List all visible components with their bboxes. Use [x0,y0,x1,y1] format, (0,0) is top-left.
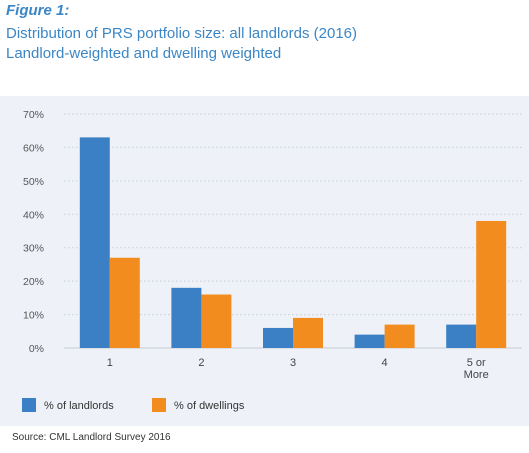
y-tick-label: 60% [23,142,44,154]
y-tick-label: 40% [23,209,44,221]
y-tick-label: 50% [23,176,44,188]
figure-label: Figure 1: [6,2,70,19]
source-note: Source: CML Landlord Survey 2016 [12,432,171,443]
legend-swatch-landlords [22,398,36,412]
y-tick-label: 20% [23,276,44,288]
bar-dwellings [476,220,507,348]
y-tick-label: 10% [23,310,44,322]
bar-landlords [354,334,385,348]
bar-dwellings [384,324,415,348]
y-tick-label: 30% [23,243,44,255]
bar-landlords [263,327,293,348]
chart-title: Distribution of PRS portfolio size: all … [6,24,357,64]
x-tick-label: 2 [198,357,204,369]
y-tick-label: 70% [23,109,44,121]
chart-panel: 0% 10% 20% 30% 40% 50% 60% 70% 1 2 3 4 5 or More % of … [0,96,529,426]
bar-dwellings [293,317,323,348]
x-tick-label: 4 [382,357,388,369]
legend-label-dwellings: % of dwellings [174,400,245,412]
bar-landlords [446,324,477,348]
bar-dwellings [201,294,232,348]
legend-label-landlords: % of landlords [44,400,114,412]
bar-landlords [79,137,110,348]
chart-title-line-2: Landlord-weighted and dwelling weighted [6,45,282,62]
y-tick-label: 0% [29,343,44,355]
x-tick-label: 1 [107,357,113,369]
chart-title-line-1: Distribution of PRS portfolio size: all … [6,25,357,42]
bar-chart: 0% 10% 20% 30% 40% 50% 60% 70% 1 2 3 4 5 or More % of … [22,109,522,412]
bar-dwellings [109,257,140,348]
legend-swatch-dwellings [152,398,166,412]
x-tick-label: 5 or More [464,357,489,381]
x-tick-label: 3 [290,357,296,369]
bar-landlords [171,287,202,348]
